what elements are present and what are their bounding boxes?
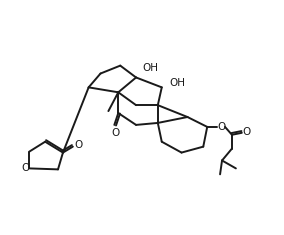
Text: O: O — [75, 140, 83, 150]
Text: O: O — [217, 122, 225, 132]
Text: OH: OH — [170, 78, 186, 88]
Text: O: O — [21, 163, 30, 173]
Text: O: O — [111, 128, 120, 138]
Text: O: O — [243, 127, 251, 137]
Text: OH: OH — [142, 63, 158, 73]
